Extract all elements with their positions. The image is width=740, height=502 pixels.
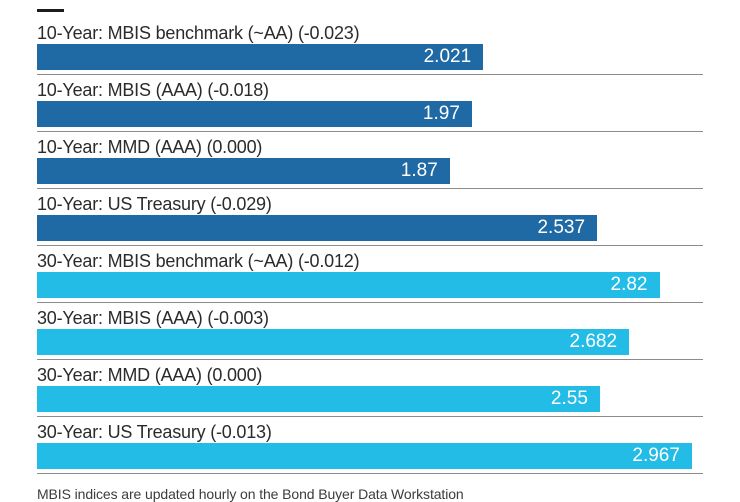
bar-label: 10-Year: MBIS benchmark (~AA) (-0.023)	[37, 23, 360, 43]
bar-row: 10-Year: MMD (AAA) (0.000) 1.87	[37, 132, 703, 189]
bar-label: 30-Year: MBIS benchmark (~AA) (-0.012)	[37, 251, 360, 271]
yield-bar-chart: 10-Year: MBIS benchmark (~AA) (-0.023) 2.…	[37, 0, 703, 502]
bar-row: 30-Year: US Treasury (-0.013) 2.967	[37, 417, 703, 474]
bar-value-label: 1.87	[400, 160, 438, 181]
bar-row: 30-Year: MBIS benchmark (~AA) (-0.012) 2.…	[37, 246, 703, 303]
bar-value-label: 2.55	[550, 388, 588, 409]
bar-row: 10-Year: MBIS benchmark (~AA) (-0.023) 2.…	[37, 18, 703, 75]
bar: 1.87	[37, 158, 450, 184]
bar-value-label: 2.537	[537, 217, 586, 238]
bar: 2.82	[37, 272, 660, 298]
bar: 1.97	[37, 101, 472, 127]
bar-rows: 10-Year: MBIS benchmark (~AA) (-0.023) 2.…	[37, 0, 703, 474]
bar-value-label: 2.967	[632, 445, 680, 466]
bar-label: 10-Year: MMD (AAA) (0.000)	[37, 137, 263, 157]
bar-value-label: 2.021	[423, 46, 472, 67]
bar-label: 30-Year: MMD (AAA) (0.000)	[37, 365, 263, 385]
chart-footnote: MBIS indices are updated hourly on the B…	[37, 486, 464, 502]
bar-label: 30-Year: MBIS (AAA) (-0.003)	[37, 308, 269, 328]
bar-row: 30-Year: MMD (AAA) (0.000) 2.55	[37, 360, 703, 417]
bar-value-label: 2.682	[569, 331, 618, 352]
bar-value-label: 1.97	[422, 103, 460, 124]
bar: 2.021	[37, 44, 484, 70]
chart-top-tick	[37, 9, 64, 12]
bar-label: 30-Year: US Treasury (-0.013)	[37, 422, 272, 442]
bar-label: 10-Year: MBIS (AAA) (-0.018)	[37, 80, 269, 100]
bar: 2.967	[37, 443, 692, 469]
bar: 2.55	[37, 386, 600, 412]
bar: 2.682	[37, 329, 630, 355]
bar-row: 30-Year: MBIS (AAA) (-0.003) 2.682	[37, 303, 703, 360]
bar-value-label: 2.82	[610, 274, 648, 295]
bar: 2.537	[37, 215, 598, 241]
bar-label: 10-Year: US Treasury (-0.029)	[37, 194, 272, 214]
bar-row: 10-Year: MBIS (AAA) (-0.018) 1.97	[37, 75, 703, 132]
bar-row: 10-Year: US Treasury (-0.029) 2.537	[37, 189, 703, 246]
